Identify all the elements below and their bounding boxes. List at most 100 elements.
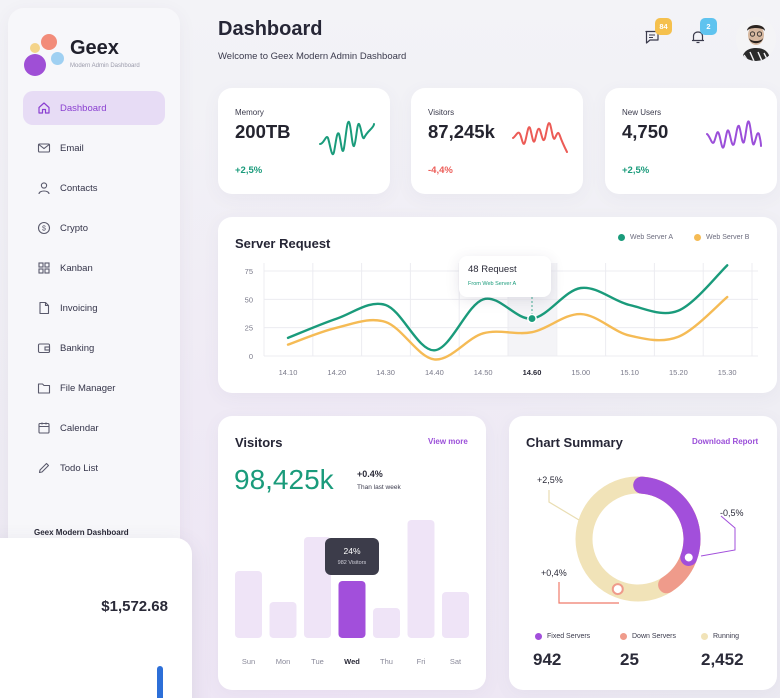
download-report-link[interactable]: Download Report: [692, 437, 759, 446]
y-tick-label: 25: [245, 324, 253, 333]
annotation-top-left: +2,5%: [537, 475, 563, 485]
sidebar-item-label: Invoicing: [60, 302, 98, 314]
bar-thu: [373, 608, 400, 638]
day-label: Mon: [275, 657, 291, 666]
day-label: Thu: [380, 657, 393, 666]
x-tick-label: 14.10: [279, 368, 298, 377]
user-avatar-icon: [736, 17, 776, 61]
calendar-icon: [38, 422, 50, 434]
x-tick-label: 14.40: [425, 368, 444, 377]
sidebar-item-contacts[interactable]: Contacts: [23, 171, 165, 205]
bar-wed: [338, 581, 366, 638]
series-line-web-server-a: [286, 264, 729, 352]
tooltip-pct: 24%: [343, 546, 361, 556]
legend-label: Web Server A: [630, 234, 674, 241]
sidebar-item-label: Kanban: [60, 262, 93, 274]
sidebar-footer: Geex Modern Dashboard: [34, 528, 129, 537]
legend-label: Web Server B: [706, 234, 750, 241]
legend-down-servers[interactable]: Down Servers: [620, 633, 676, 640]
bar-tue: [304, 537, 331, 638]
day-label: Sat: [449, 657, 462, 666]
view-more-link[interactable]: View more: [428, 437, 468, 446]
visitors-card: Visitors View more 98,425k +0.4% Than la…: [218, 416, 486, 690]
day-label: Sun: [241, 657, 256, 666]
sidebar-item-dashboard[interactable]: Dashboard: [23, 91, 165, 125]
bell-icon: [691, 31, 705, 44]
legend-swatch: [694, 234, 701, 241]
y-tick-label: 0: [249, 352, 253, 361]
donut-fixed-servers: [633, 476, 701, 566]
chart-summary-card: Chart Summary Download Report +2,5% -0,5…: [509, 416, 777, 690]
down-servers-value: 25: [620, 650, 639, 669]
series-line-web-server-b: [286, 295, 729, 361]
day-label: Wed: [344, 657, 360, 666]
wallet-icon: [37, 343, 51, 354]
sidebar-item-label: Dashboard: [60, 102, 107, 114]
folder-icon: [37, 383, 51, 394]
sidebar-item-kanban[interactable]: Kanban: [23, 251, 165, 285]
sidebar-item-label: Banking: [60, 342, 95, 354]
avatar[interactable]: [736, 17, 776, 61]
logo[interactable]: Geex Modern Admin Dashboard: [24, 32, 174, 80]
bar-mon: [269, 602, 297, 638]
legend-label: Down Servers: [632, 633, 676, 640]
legend-label: Running: [713, 633, 740, 640]
visitors-total: 98,425k: [234, 464, 334, 495]
legend-running[interactable]: Running: [701, 633, 739, 640]
x-tick-label: 14.50: [474, 368, 493, 377]
document-icon: [39, 301, 50, 315]
leader-line-running: [548, 490, 580, 521]
bar-sat: [442, 592, 469, 638]
sidebar-item-file-manager[interactable]: File Manager: [23, 371, 165, 405]
sidebar-item-label: Crypto: [60, 222, 88, 234]
stat-card-visitors: Visitors 87,245k -4,4%: [411, 88, 583, 194]
home-icon: [38, 102, 50, 114]
stat-value: 200TB: [235, 121, 291, 142]
balance-card: $1,572.68: [0, 538, 192, 698]
sidebar-item-crypto[interactable]: $ Crypto: [23, 211, 165, 245]
x-tick-label: 15.30: [718, 368, 737, 377]
stat-label: Visitors: [428, 108, 455, 117]
y-tick-label: 75: [245, 267, 253, 276]
balance-amount: $1,572.68: [101, 598, 168, 615]
notifications-button[interactable]: [689, 28, 711, 50]
sidebar-item-label: Email: [60, 142, 84, 154]
sidebar-item-label: Calendar: [60, 422, 99, 434]
y-tick-label: 50: [245, 295, 253, 304]
bar-fri: [407, 520, 435, 638]
visitors-change-sub: Than last week: [357, 484, 401, 491]
sidebar-item-email[interactable]: Email: [23, 131, 165, 165]
annotation-right: -0,5%: [720, 508, 744, 518]
sparkline-new-users: [706, 120, 762, 149]
sidebar-item-label: Contacts: [60, 182, 98, 194]
leader-line-fixed: [700, 515, 736, 557]
legend-web-server-a[interactable]: Web Server A: [618, 234, 673, 241]
stat-change: +2,5%: [235, 165, 263, 176]
x-tick-label: 15.10: [620, 368, 639, 377]
sidebar-item-label: Todo List: [60, 462, 99, 474]
legend-fixed-servers[interactable]: Fixed Servers: [535, 633, 590, 640]
annotation-bottom-left: +0,4%: [541, 568, 567, 578]
server-request-tooltip: 48 Request From Web Server A: [459, 256, 551, 297]
x-tick-label: 14.60: [523, 368, 542, 377]
tooltip-sub: 982 Visitors: [337, 560, 367, 566]
day-label: Tue: [311, 657, 324, 666]
balance-bar: [157, 666, 163, 698]
sidebar-item-calendar[interactable]: Calendar: [23, 411, 165, 445]
stat-label: Memory: [235, 108, 264, 117]
sidebar-item-todo-list[interactable]: Todo List: [23, 451, 165, 485]
x-tick-label: 15.00: [571, 368, 590, 377]
chart-summary-donut: [548, 476, 736, 604]
legend-swatch: [701, 633, 708, 640]
page-subtitle: Welcome to Geex Modern Admin Dashboard: [218, 51, 407, 62]
sidebar-item-invoicing[interactable]: Invoicing: [23, 291, 165, 325]
sidebar-item-banking[interactable]: Banking: [23, 331, 165, 365]
tooltip-value: 48 Request: [468, 264, 517, 275]
chart-summary-title: Chart Summary: [526, 435, 623, 450]
legend-swatch: [618, 234, 625, 241]
legend-web-server-b[interactable]: Web Server B: [694, 234, 749, 241]
visitors-title: Visitors: [235, 435, 283, 450]
server-request-chart: 75 50 25 0 14.10 14.20 14.30 14.40 14.50 14.60 15.…: [245, 263, 758, 377]
leader-line-down: [558, 582, 619, 604]
legend-swatch: [620, 633, 627, 640]
